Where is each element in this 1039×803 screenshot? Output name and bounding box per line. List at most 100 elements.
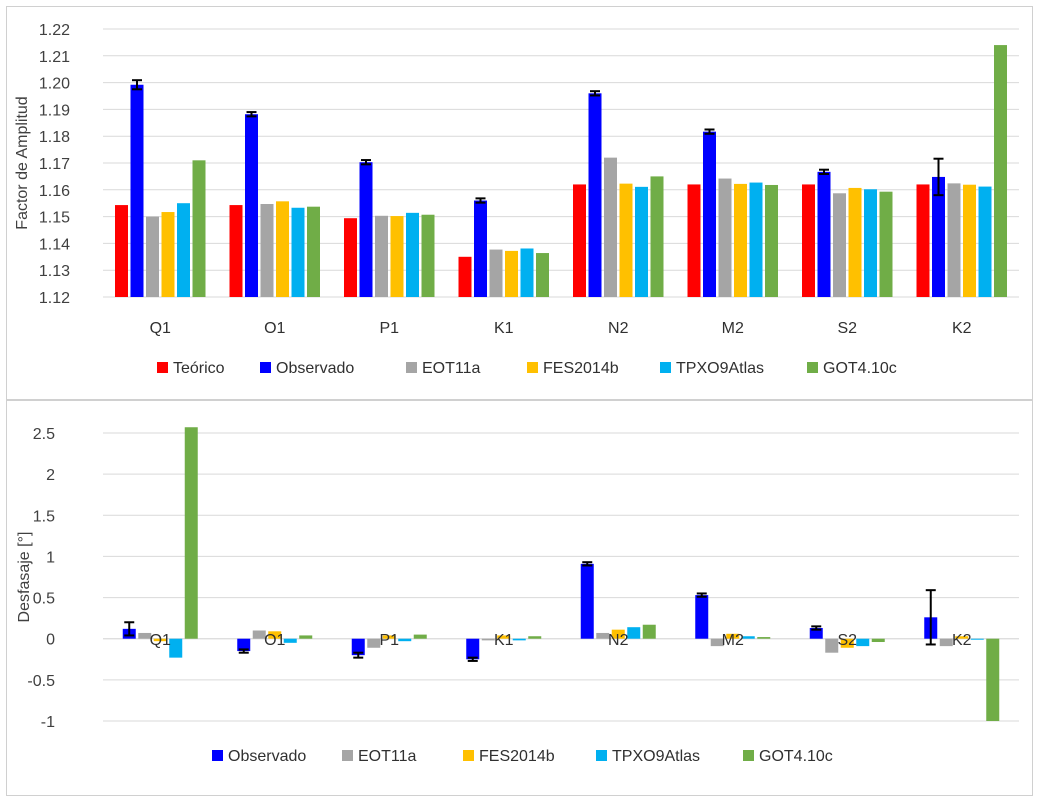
bar-tpxo9atlas-n2	[627, 627, 641, 639]
legend-swatch-got4-10c	[743, 750, 754, 761]
bar-fes2014b-m2	[726, 633, 740, 639]
category-label-o1: O1	[264, 632, 285, 649]
bar-got4-10c-k1	[536, 253, 549, 297]
category-label-p1: P1	[379, 320, 399, 337]
category-label-n2: N2	[608, 632, 629, 649]
bar-fes2014b-k2	[955, 636, 969, 639]
bar-eot11a-p1	[375, 215, 388, 297]
bar-te-rico-p1	[344, 218, 357, 297]
bar-tpxo9atlas-q1	[177, 203, 190, 297]
y-tick-label: 1.5	[33, 508, 55, 525]
bar-got4-10c-k2	[986, 638, 1000, 721]
bar-fes2014b-s2	[848, 187, 862, 297]
bar-fes2014b-q1	[153, 638, 167, 642]
bar-got4-10c-o1	[307, 206, 320, 297]
y-axis-label: Desfasaje [°]	[16, 532, 33, 623]
y-tick-label: 2	[46, 467, 55, 484]
legend-label-eot11a: EOT11a	[422, 360, 481, 377]
category-label-o1: O1	[264, 320, 285, 337]
bar-te-rico-n2	[573, 184, 586, 297]
bar-fes2014b-n2	[619, 183, 633, 297]
category-label-m2: M2	[722, 632, 744, 649]
category-label-s2: S2	[837, 632, 857, 649]
legend-label-te-rico: Teórico	[173, 360, 225, 377]
bar-observado-o1	[245, 114, 258, 297]
bar-got4-10c-q1	[192, 160, 206, 297]
y-tick-label: -0.5	[27, 673, 55, 690]
bar-eot11a-k2	[947, 183, 961, 297]
bar-observado-n2	[588, 93, 602, 297]
bar-observado-s2	[809, 628, 823, 639]
bar-fes2014b-n2	[611, 629, 625, 639]
bar-fes2014b-k2	[963, 184, 976, 297]
legend-swatch-observado	[260, 362, 271, 373]
y-tick-label: -1	[41, 714, 55, 731]
y-tick-label: 0	[46, 632, 55, 649]
bar-got4-10c-p1	[413, 634, 427, 639]
category-label-k2: K2	[952, 632, 972, 649]
legend-label-tpxo9atlas: TPXO9Atlas	[612, 748, 700, 765]
legend-swatch-tpxo9atlas	[660, 362, 671, 373]
amplitude-chart: 1.12 1.13 1.14 1.15 1.16 1.17 1.18 1.19 1.20 1.21…	[14, 22, 1019, 377]
bar-eot11a-s2	[833, 193, 846, 297]
bar-tpxo9atlas-k2	[978, 186, 992, 297]
bar-fes2014b-o1	[268, 631, 282, 639]
phase-chart-panel: -1 -0.5 0 0.5 1 1.5 2 2.5 Desfasaje [°] Q1 O1 P1 K1 N…	[6, 400, 1033, 796]
category-label-q1: Q1	[150, 320, 171, 337]
bar-eot11a-o1	[252, 630, 266, 639]
legend-label-tpxo9atlas: TPXO9Atlas	[676, 360, 764, 377]
bar-got4-10c-n2	[650, 176, 664, 297]
y-tick-label: 0.5	[33, 591, 55, 608]
bar-eot11a-k2	[939, 638, 953, 647]
phase-chart: -1 -0.5 0 0.5 1 1.5 2 2.5 Desfasaje [°] Q1 O1 P1 K1 N…	[16, 426, 1019, 765]
bar-eot11a-o1	[260, 204, 274, 297]
bar-eot11a-q1	[146, 216, 159, 297]
category-label-s2: S2	[837, 320, 857, 337]
legend-swatch-observado	[212, 750, 223, 761]
bar-te-rico-m2	[687, 184, 701, 297]
bar-tpxo9atlas-o1	[291, 207, 305, 297]
bar-observado-m2	[703, 131, 716, 297]
bar-eot11a-m2	[718, 178, 732, 297]
bar-tpxo9atlas-k1	[520, 248, 534, 297]
bar-tpxo9atlas-m2	[749, 182, 763, 297]
bar-observado-q1	[130, 84, 144, 297]
bar-eot11a-k1	[481, 638, 495, 641]
y-tick-label: 2.5	[33, 426, 55, 443]
legend-label-eot11a: EOT11a	[358, 748, 417, 765]
bar-observado-k2	[932, 176, 945, 297]
bar-fes2014b-s2	[840, 638, 854, 648]
legend-label-observado: Observado	[228, 748, 306, 765]
y-tick-label: 1.12	[39, 290, 70, 307]
y-tick-label: 1.14	[39, 236, 70, 253]
bar-got4-10c-o1	[299, 635, 313, 639]
bar-tpxo9atlas-m2	[741, 636, 755, 639]
bar-observado-n2	[580, 563, 594, 639]
bar-eot11a-q1	[138, 632, 152, 639]
y-tick-label: 1	[46, 549, 55, 566]
bar-observado-m2	[695, 595, 709, 639]
bar-tpxo9atlas-o1	[283, 638, 297, 643]
y-tick-label: 1.22	[39, 22, 70, 39]
bar-fes2014b-p1	[390, 216, 404, 297]
bar-observado-k1	[466, 638, 480, 660]
bar-observado-p1	[359, 162, 373, 297]
bar-tpxo9atlas-q1	[169, 638, 183, 658]
legend-swatch-fes2014b	[527, 362, 538, 373]
bar-got4-10c-n2	[642, 624, 656, 639]
y-tick-label: 1.15	[39, 210, 70, 227]
y-tick-label: 1.17	[39, 156, 70, 173]
bar-got4-10c-p1	[421, 214, 435, 297]
amplitude-chart-panel: 1.12 1.13 1.14 1.15 1.16 1.17 1.18 1.19 1.20 1.21…	[6, 6, 1033, 400]
legend-label-got4-10c: GOT4.10c	[823, 360, 897, 377]
bar-fes2014b-k1	[497, 635, 511, 639]
bar-fes2014b-o1	[276, 201, 289, 297]
y-tick-label: 1.19	[39, 102, 70, 119]
bar-got4-10c-m2	[757, 637, 771, 639]
legend-label-observado: Observado	[276, 360, 354, 377]
legend-swatch-got4-10c	[807, 362, 818, 373]
y-tick-label: 1.16	[39, 183, 70, 200]
y-axis-label: Factor de Amplitud	[14, 96, 31, 229]
bar-got4-10c-k1	[528, 636, 542, 639]
bar-fes2014b-p1	[382, 635, 396, 639]
